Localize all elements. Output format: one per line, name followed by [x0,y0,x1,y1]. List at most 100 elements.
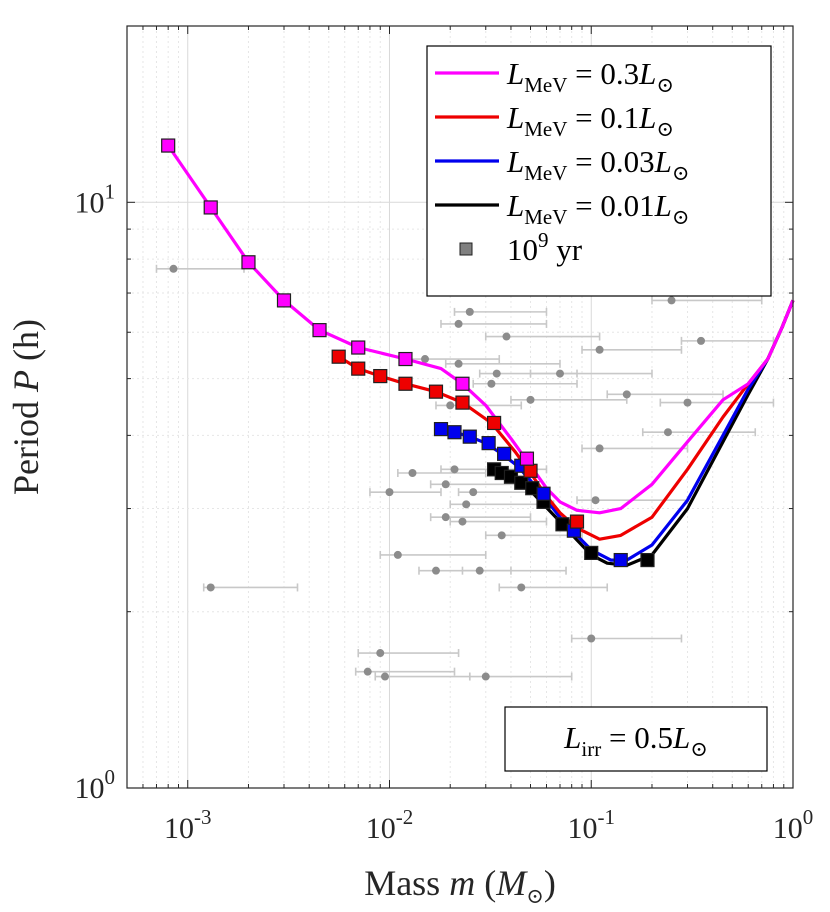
x-tick-label: 10-1 [567,805,615,845]
observed-system [484,531,583,540]
observed-system [570,634,683,643]
age-marker [161,138,176,153]
age-marker [455,395,470,410]
age-marker [398,351,413,367]
legend-entry: 109 yr [459,228,583,267]
observed-system [606,390,724,399]
observed-point [595,444,604,453]
observed-point [526,395,535,404]
x-axis-label: Mass m (M⊙) [364,863,556,908]
y-tick-label: 100 [75,765,116,805]
observed-point [363,667,372,676]
age-marker [462,429,477,444]
observed-point [385,488,394,497]
observed-point [469,488,478,497]
observed-point [475,566,484,575]
observed-point [421,355,430,364]
observed-point [446,401,455,410]
model-tracks [161,138,795,568]
legend-box [426,45,772,297]
legend-entry: LMeV = 0.03L⊙ [435,144,690,185]
observed-system [581,444,689,453]
series-ee0000 [337,299,795,541]
observed-point [697,336,706,345]
age-marker [584,545,599,561]
legend-label: LMeV = 0.3L⊙ [506,56,674,97]
observed-system [651,296,763,305]
observed-point [393,550,402,559]
observed-point [587,634,596,643]
observed-system [435,401,523,410]
observed-point [481,672,490,681]
x-tick-label: 10-2 [366,805,414,845]
series-line [337,299,795,541]
observed-system [379,550,487,559]
annotation-box [504,706,768,772]
observed-system [429,513,532,522]
observed-system [581,345,683,354]
age-marker [519,451,535,466]
observed-point [487,379,496,388]
observed-point [591,496,600,505]
age-marker [569,514,585,529]
series-markers [161,138,535,466]
observed-point [497,531,506,540]
legend-label: LMeV = 0.01L⊙ [506,188,690,229]
age-marker [433,421,449,437]
age-marker [203,200,218,215]
observed-point [595,345,604,354]
age-marker [613,552,628,568]
observed-system [659,398,775,407]
age-marker [481,436,496,451]
observed-system [440,319,548,328]
legend-entry: LMeV = 0.01L⊙ [435,188,690,229]
observed-point [667,296,676,305]
observed-point [441,480,450,489]
observed-point [465,307,474,316]
observed-system [369,488,442,497]
observed-point [622,390,631,399]
observed-system [202,583,299,592]
age-marker [487,415,502,431]
observed-system [357,649,460,658]
plot-frame [126,25,794,789]
x-tick-label: 10-3 [164,805,212,845]
observed-point [450,465,459,474]
age-marker [373,368,388,384]
observed-point [683,398,692,407]
legend-label: 109 yr [507,228,583,267]
legend-entry: LMeV = 0.1L⊙ [435,100,674,141]
age-marker [536,486,551,501]
observed-point [462,500,471,509]
x-tick-label: 100 [773,805,814,845]
observed-point [502,332,511,341]
observed-system [354,667,456,676]
age-marker [351,361,366,376]
observed-system [529,369,653,378]
legend-label: LMeV = 0.03L⊙ [506,144,690,185]
observed-system [449,517,548,526]
observed-system [397,469,487,478]
y-tick-label: 101 [75,179,116,219]
age-marker [455,376,470,391]
observed-point [441,513,450,522]
observed-system [472,379,578,388]
observed-point [663,428,672,437]
observed-point [169,264,178,273]
irradiation-annotation: Lirr = 0.5L⊙ [504,706,768,772]
observed-point [517,583,526,592]
observed-point [431,566,440,575]
observed-point [408,469,417,478]
observed-system [641,428,757,437]
observed-system [680,336,775,345]
observed-system [468,672,573,681]
age-marker [497,446,512,461]
observed-point [376,649,385,658]
observed-system [444,359,561,368]
observed-point [555,369,564,378]
age-marker [640,552,655,568]
legend-label: LMeV = 0.1L⊙ [506,100,674,141]
age-marker [447,425,462,440]
observed-system [484,332,601,341]
